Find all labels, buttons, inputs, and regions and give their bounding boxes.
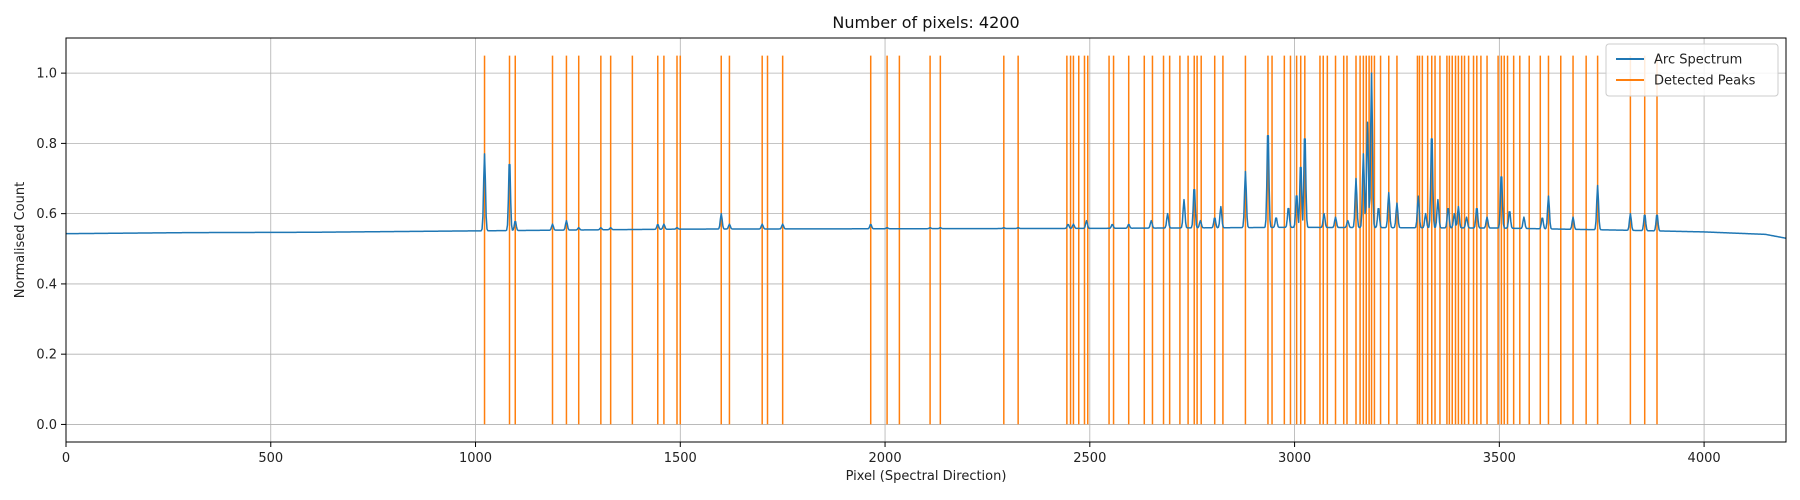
y-axis-label: Normalised Count	[13, 182, 28, 298]
x-tick-label: 2500	[1073, 451, 1106, 466]
x-tick-label: 3500	[1483, 451, 1516, 466]
grid	[65, 38, 1786, 442]
legend-label-detected-peaks: Detected Peaks	[1654, 74, 1756, 89]
chart-title: Number of pixels: 4200	[832, 13, 1019, 32]
plot-frame	[65, 37, 1787, 443]
y-tick-label: 1.0	[36, 67, 57, 82]
x-tick-label: 3000	[1278, 451, 1311, 466]
y-tick-label: 0.8	[36, 137, 57, 152]
x-tick-label: 1000	[459, 451, 492, 466]
legend-label-arc-spectrum: Arc Spectrum	[1654, 53, 1742, 68]
x-axis-label: Pixel (Spectral Direction)	[846, 469, 1007, 484]
axis-ticks: 0 500 1000 1500 2000 2500 3000 3500 4000 0.0 0.2 0.…	[36, 67, 1720, 466]
arc-spectrum-series	[65, 72, 1787, 239]
legend: Arc Spectrum Detected Peaks	[1605, 43, 1779, 97]
y-tick-label: 0.0	[36, 418, 57, 433]
x-tick-label: 1500	[664, 451, 697, 466]
legend-box	[1605, 43, 1779, 97]
x-tick-label: 500	[258, 451, 283, 466]
arc-spectrum-line	[65, 72, 1787, 239]
x-tick-label: 0	[62, 451, 70, 466]
detected-peaks-series	[483, 55, 1658, 425]
y-tick-label: 0.2	[36, 348, 57, 363]
x-tick-label: 4000	[1688, 451, 1721, 466]
x-tick-label: 2000	[869, 451, 902, 466]
y-tick-label: 0.6	[36, 207, 57, 222]
y-tick-label: 0.4	[36, 277, 57, 292]
